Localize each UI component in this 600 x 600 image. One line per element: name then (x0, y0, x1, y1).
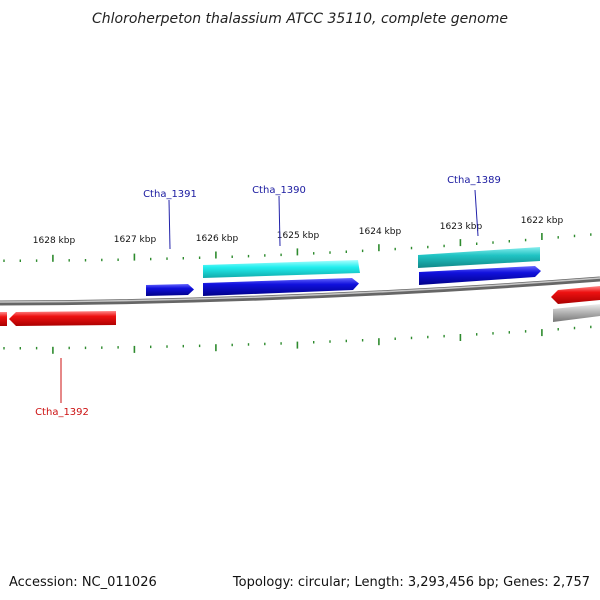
topology-text: Topology: circular; Length: 3,293,456 bp… (232, 575, 590, 590)
gene-ctha-1391[interactable] (146, 284, 194, 296)
kbp-label-1623: 1623 kbp (440, 222, 483, 232)
gene-fragment-right-red[interactable] (551, 286, 600, 304)
leader-ctha-1389 (474, 189, 479, 237)
gene-ctha-1390[interactable] (203, 278, 359, 296)
inner-tick-ring (3, 325, 592, 354)
gene-ctha-1392[interactable] (9, 311, 116, 326)
label-ctha-1390[interactable]: Ctha_1390 (252, 185, 306, 196)
kbp-label-1626: 1626 kbp (196, 234, 239, 244)
map-title: Chloroherpeton thalassium ATCC 35110, co… (92, 11, 508, 27)
leader-ctha-1390 (278, 195, 281, 247)
genome-backbone-highlight (0, 277, 600, 303)
forward-genes (146, 247, 541, 296)
leader-ctha-1391 (168, 199, 171, 250)
reverse-genes (0, 286, 600, 326)
genome-backbone (0, 276, 600, 306)
label-ctha-1389[interactable]: Ctha_1389 (447, 175, 501, 186)
label-leaders (60, 189, 479, 403)
accession-text: Accession: NC_011026 (9, 575, 157, 590)
outer-tick-ring (3, 233, 592, 262)
kbp-label-1625: 1625 kbp (277, 231, 320, 241)
gene-ctha-1390-cyan[interactable] (203, 260, 360, 278)
kbp-scale-labels: 1628 kbp 1627 kbp 1626 kbp 1625 kbp 1624… (33, 216, 564, 246)
gene-ctha-1389-teal[interactable] (418, 247, 540, 268)
gene-fragment-right-gray[interactable] (553, 304, 600, 322)
gene-fragment-left[interactable] (0, 312, 7, 326)
kbp-label-1628: 1628 kbp (33, 236, 76, 246)
gene-labels: Ctha_1391 Ctha_1390 Ctha_1389 Ctha_1392 (35, 175, 501, 418)
label-ctha-1392[interactable]: Ctha_1392 (35, 407, 89, 418)
label-ctha-1391[interactable]: Ctha_1391 (143, 189, 197, 200)
kbp-label-1627: 1627 kbp (114, 235, 157, 245)
kbp-label-1622: 1622 kbp (521, 216, 564, 226)
gene-ctha-1389[interactable] (419, 266, 541, 285)
kbp-label-1624: 1624 kbp (359, 227, 402, 237)
